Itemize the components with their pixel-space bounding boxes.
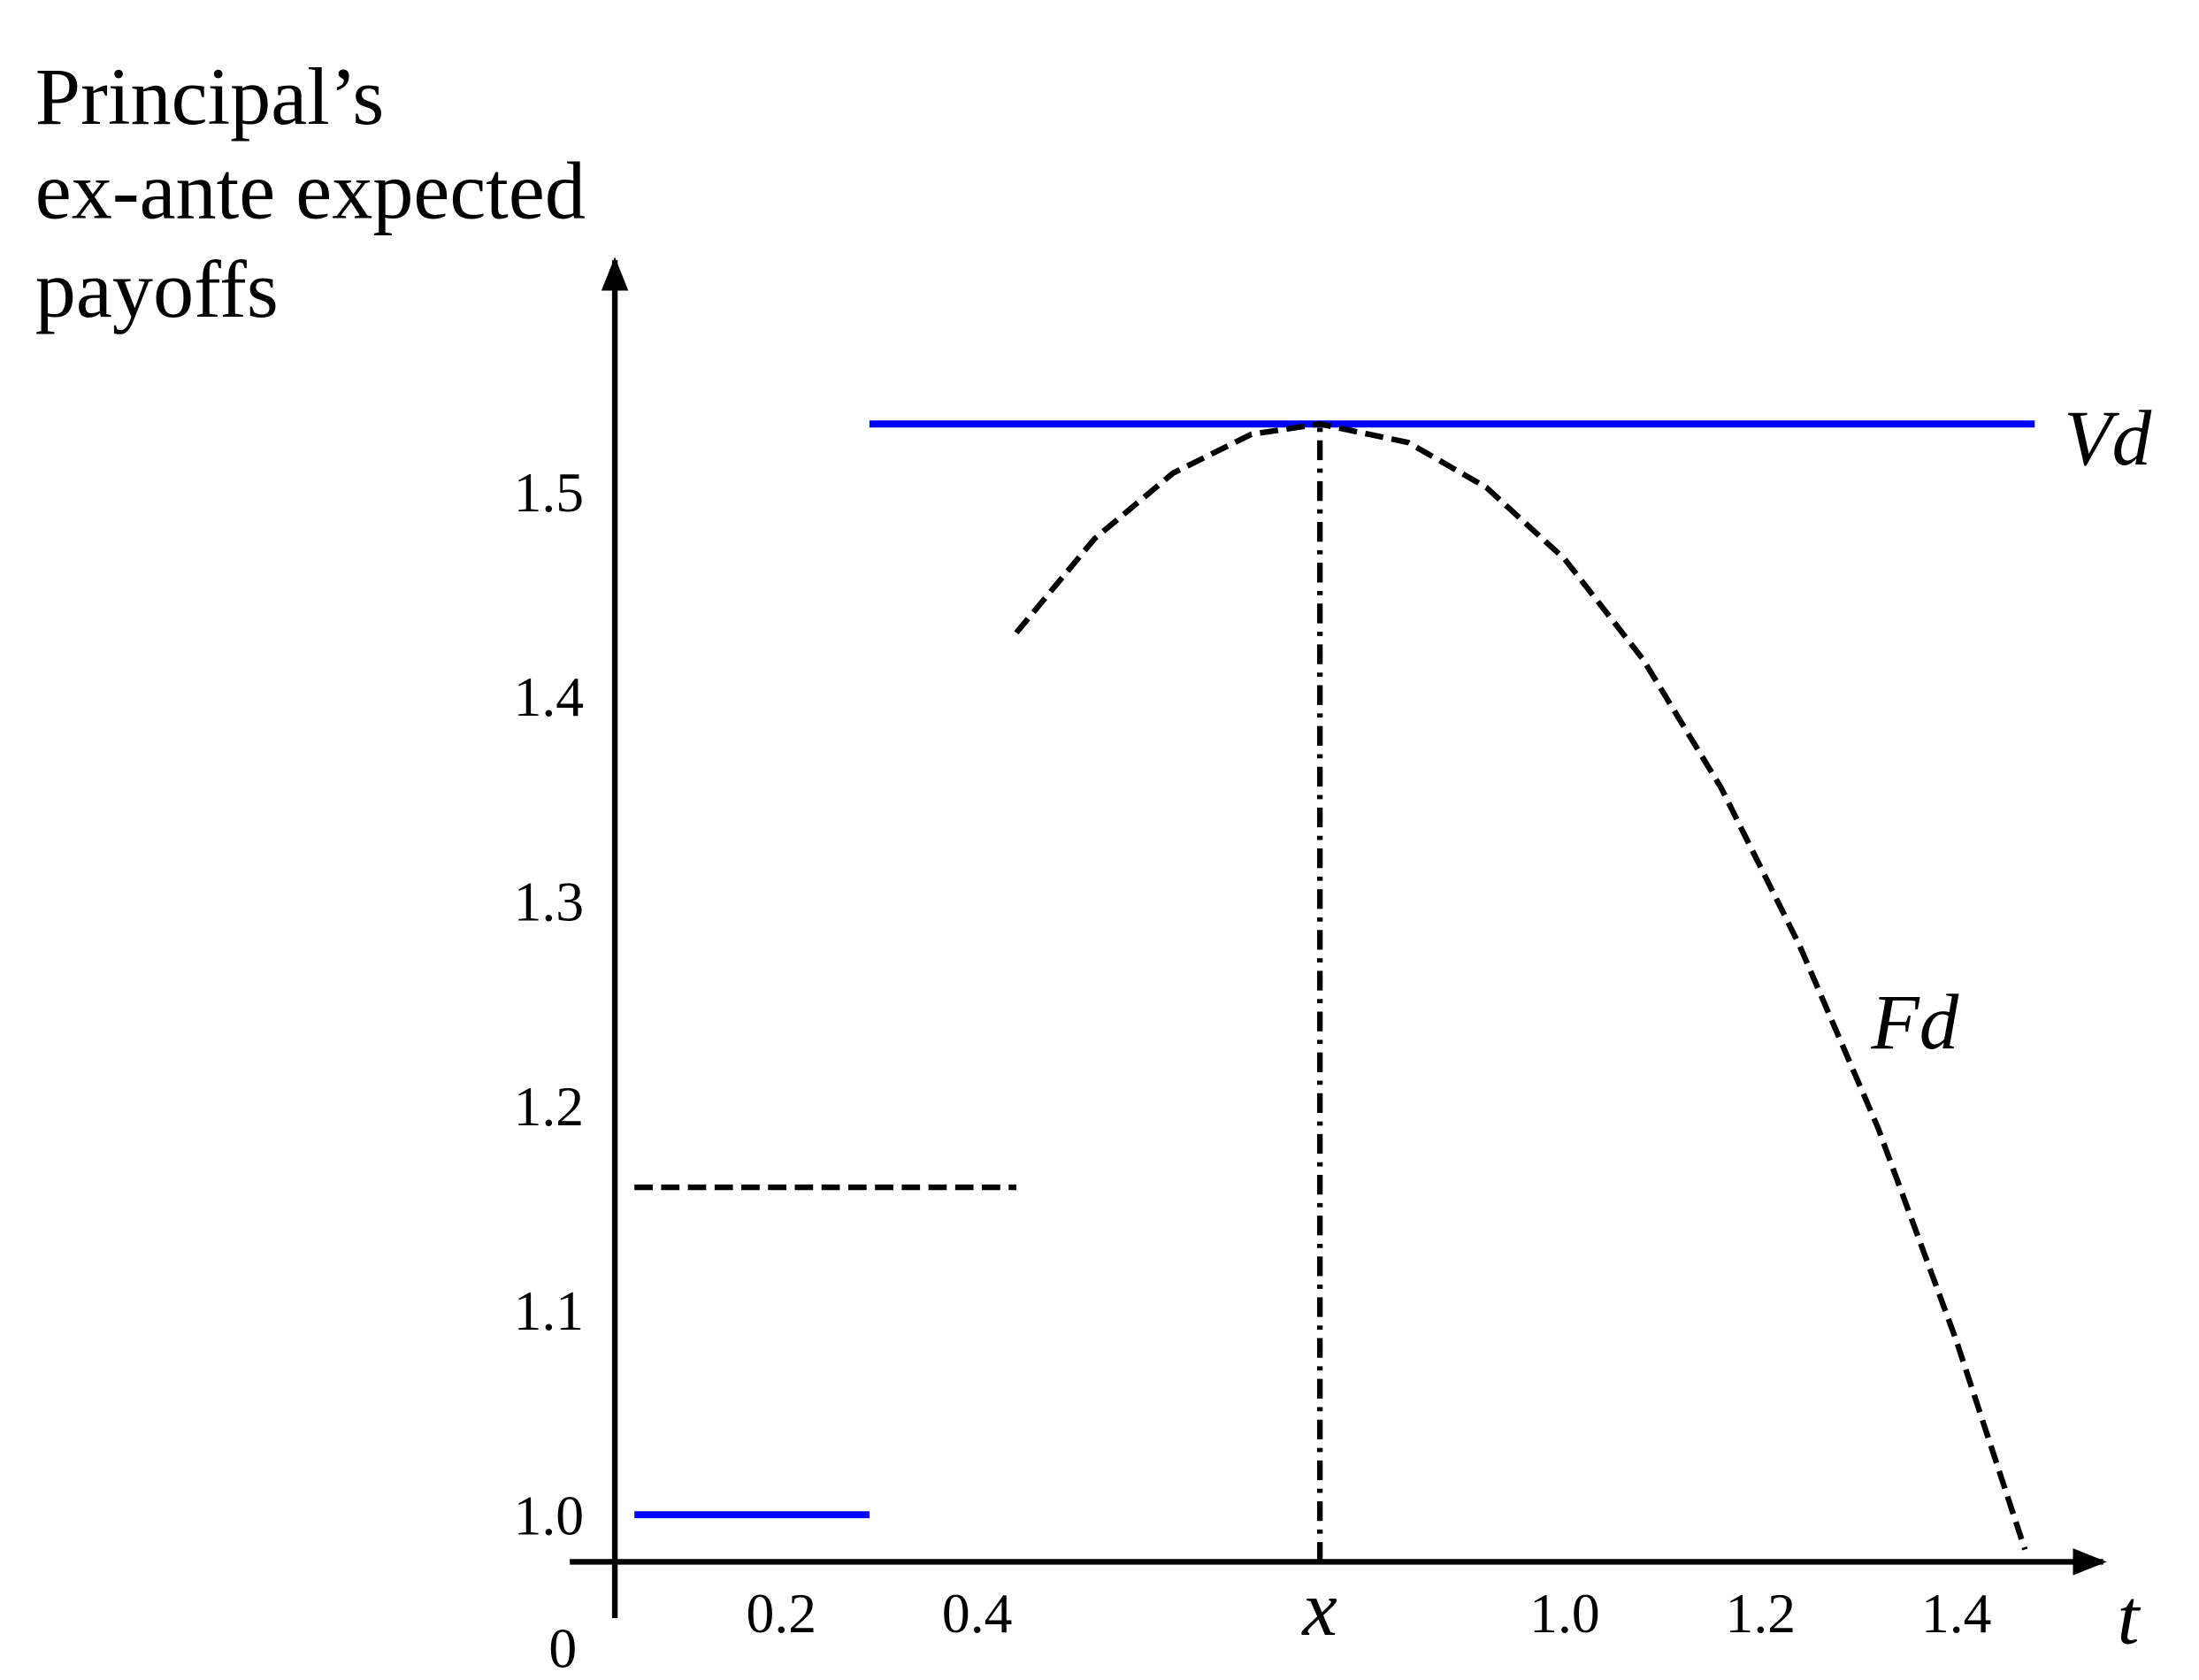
series-line (634, 420, 2035, 1519)
y-axis-label: Principal’s (35, 51, 385, 142)
y-tick-label: 1.4 (514, 665, 585, 728)
y-tick-label: 1.3 (514, 871, 585, 933)
x-tick-label: 1.0 (1529, 1582, 1600, 1645)
x-tick-label: 1.4 (1921, 1582, 1992, 1645)
x-axis-label: t (2118, 1575, 2142, 1661)
origin-label: 0 (548, 1617, 577, 1680)
y-axis-label: payoffs (35, 244, 279, 334)
x-tick-label: 0.2 (747, 1582, 817, 1645)
y-axis-label: ex-ante expected (35, 146, 586, 236)
x-tick-label: 1.2 (1726, 1582, 1797, 1645)
y-tick-label: 1.0 (514, 1484, 585, 1546)
y-tick-label: 1.1 (514, 1279, 585, 1342)
x-tick-label: 0.4 (942, 1582, 1013, 1645)
y-tick-label: 1.2 (514, 1075, 585, 1138)
legend-label: Vd (2064, 395, 2151, 482)
series-line (634, 421, 2028, 1551)
x-tick-label: x (1300, 1566, 1337, 1653)
y-tick-label: 1.5 (514, 461, 585, 524)
legend-label: Fd (1870, 979, 1958, 1066)
